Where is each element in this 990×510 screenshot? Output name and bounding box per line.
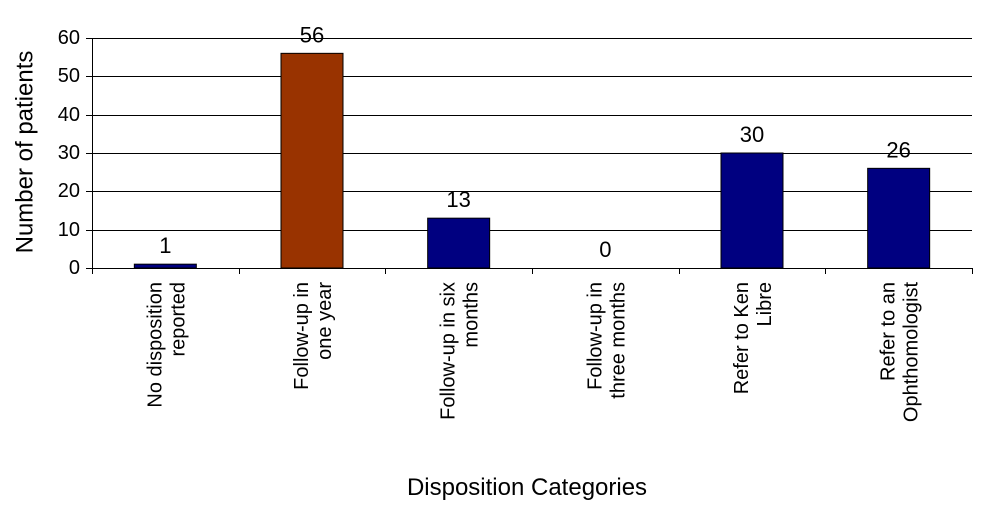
data-label: 13 (446, 187, 470, 212)
x-tick-label-line: Ophthomologist (901, 282, 923, 423)
y-tick-label: 20 (58, 180, 80, 202)
data-label: 26 (886, 137, 910, 162)
data-label: 1 (159, 233, 171, 258)
x-tick-label-line: three months (607, 282, 629, 399)
bar (427, 217, 491, 269)
x-tick-label-line: reported (167, 282, 189, 357)
x-tick-label: Refer to KenLibre (731, 282, 776, 394)
x-tick-label-line: Refer to an (878, 282, 900, 381)
x-tick-label-line: one year (314, 282, 336, 360)
x-tick-label: No dispositionreported (144, 282, 189, 408)
x-tick-label: Follow-up inthree months (584, 282, 629, 399)
x-tick-label-line: Libre (754, 282, 776, 326)
x-tick-label: Refer to anOphthomologist (878, 282, 923, 423)
y-tick-label: 0 (69, 257, 80, 279)
bar (133, 263, 197, 269)
axes (86, 38, 973, 274)
x-tick-label-line: Follow-up in six (438, 282, 460, 420)
bar (867, 167, 931, 269)
gridlines (92, 38, 972, 231)
x-tick-label-line: Follow-up in (291, 282, 313, 390)
bar (720, 152, 784, 269)
bars (133, 52, 931, 269)
x-tick-label-line: Refer to Ken (731, 282, 753, 394)
x-tick-label: Follow-up in sixmonths (438, 282, 483, 420)
x-tick-label: Follow-up inone year (291, 282, 336, 390)
y-tick-label: 60 (58, 27, 80, 49)
y-tick-label: 30 (58, 142, 80, 164)
x-tick-label-line: Follow-up in (584, 282, 606, 390)
bar (280, 52, 344, 269)
y-axis-title: Number of patients (11, 51, 38, 254)
x-tick-label-line: No disposition (144, 282, 166, 408)
data-label: 30 (740, 122, 764, 147)
y-tick-label: 10 (58, 219, 80, 241)
labels: 0 10 20 30 40 50 60 1 No dispositionreported 56 Fo… (58, 22, 923, 422)
data-label: 0 (599, 237, 611, 262)
x-axis-title: Disposition Categories (407, 474, 647, 501)
data-label: 56 (300, 22, 324, 47)
y-tick-label: 50 (58, 65, 80, 87)
x-tick-label-line: months (461, 282, 483, 348)
y-tick-label: 40 (58, 104, 80, 126)
